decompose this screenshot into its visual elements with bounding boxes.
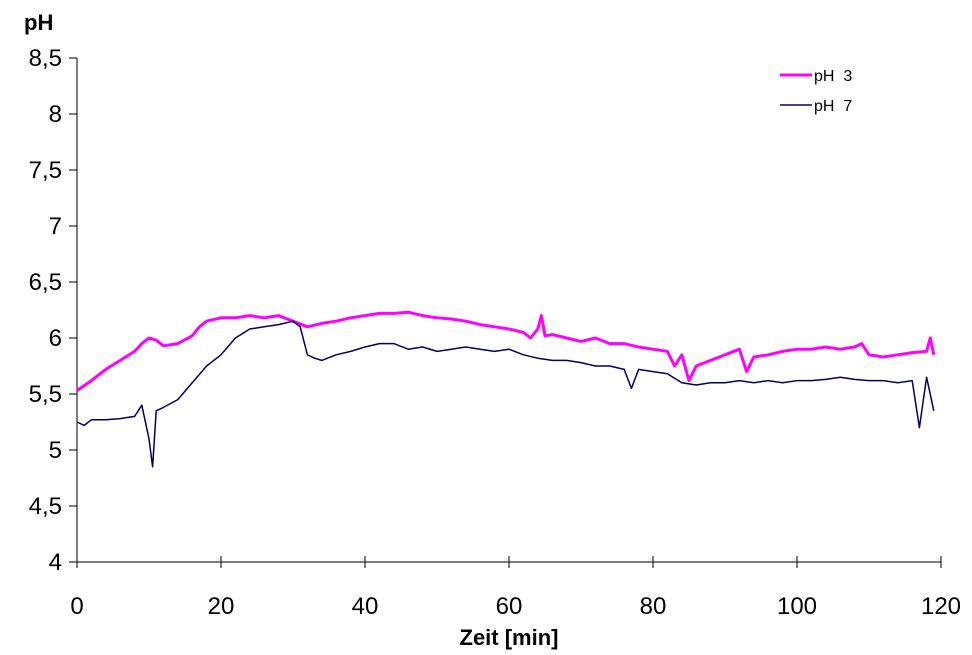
y-tick-label: 8,5: [29, 45, 62, 72]
x-axis-ticks: 0 20 40 60 80 100 120: [70, 556, 961, 620]
x-tick-label: 120: [921, 593, 961, 620]
x-tick-label: 0: [70, 593, 83, 620]
x-tick-label: 60: [496, 593, 523, 620]
y-tick-label: 7: [49, 213, 62, 240]
y-axis-title: pH: [24, 10, 53, 35]
y-tick-label: 7,5: [29, 157, 62, 184]
x-tick-label: 40: [352, 593, 379, 620]
y-tick-label: 4,5: [29, 493, 62, 520]
legend: pH 3 pH 7: [780, 68, 852, 115]
legend-label: pH 3: [814, 68, 852, 85]
series-line-ph7: [76, 320, 935, 468]
y-tick-label: 6: [49, 325, 62, 352]
y-axis-ticks: 4 4,5 5 5,5 6 6,5 7 7,5 8 8,5: [29, 45, 77, 576]
y-tick-label: 5: [49, 437, 62, 464]
y-tick-label: 5,5: [29, 381, 62, 408]
y-tick-label: 4: [49, 549, 62, 576]
series-line-ph3: [76, 310, 936, 392]
x-tick-label: 100: [777, 593, 817, 620]
x-tick-label: 80: [640, 593, 667, 620]
series-lines: [76, 310, 936, 468]
x-axis-title: Zeit [min]: [460, 625, 559, 650]
legend-label: pH 7: [814, 98, 852, 115]
y-tick-label: 8: [49, 101, 62, 128]
x-tick-label: 20: [208, 593, 235, 620]
y-tick-label: 6,5: [29, 269, 62, 296]
axes: [76, 58, 941, 563]
